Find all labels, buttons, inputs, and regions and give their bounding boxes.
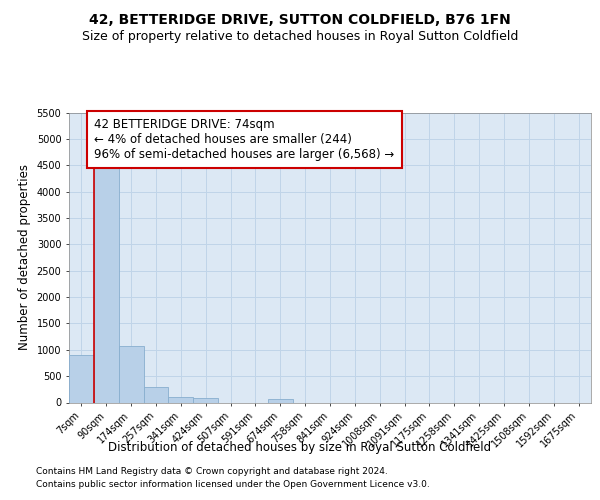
Text: Size of property relative to detached houses in Royal Sutton Coldfield: Size of property relative to detached ho… bbox=[82, 30, 518, 43]
Y-axis label: Number of detached properties: Number of detached properties bbox=[18, 164, 31, 350]
Bar bbox=[69, 355, 94, 403]
Bar bbox=[119, 346, 143, 403]
Bar bbox=[94, 162, 119, 402]
Text: 42, BETTERIDGE DRIVE, SUTTON COLDFIELD, B76 1FN: 42, BETTERIDGE DRIVE, SUTTON COLDFIELD, … bbox=[89, 12, 511, 26]
Text: 42 BETTERIDGE DRIVE: 74sqm
← 4% of detached houses are smaller (244)
96% of semi: 42 BETTERIDGE DRIVE: 74sqm ← 4% of detac… bbox=[94, 118, 395, 161]
Text: Contains HM Land Registry data © Crown copyright and database right 2024.: Contains HM Land Registry data © Crown c… bbox=[36, 467, 388, 476]
Text: Distribution of detached houses by size in Royal Sutton Coldfield: Distribution of detached houses by size … bbox=[109, 441, 491, 454]
Bar bbox=[143, 387, 169, 402]
Text: Contains public sector information licensed under the Open Government Licence v3: Contains public sector information licen… bbox=[36, 480, 430, 489]
Bar bbox=[268, 399, 293, 402]
Bar bbox=[169, 398, 193, 402]
Bar bbox=[193, 398, 218, 402]
